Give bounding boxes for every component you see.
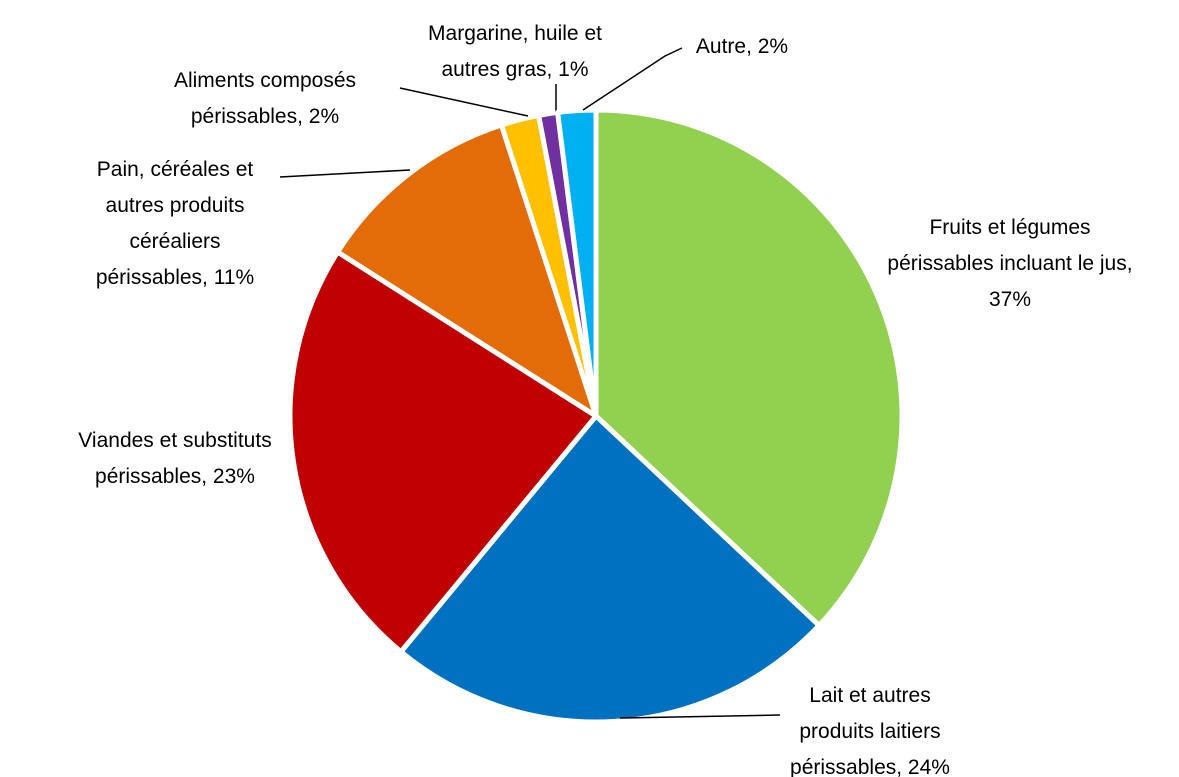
slice-label: Viandes et substituts périssables, 23% bbox=[78, 429, 272, 488]
pie-slice bbox=[555, 107, 599, 419]
slice-label: Margarine, huile et autres gras, 1% bbox=[428, 22, 602, 81]
leader-line bbox=[279, 169, 411, 178]
slice-label: Autre, 2% bbox=[695, 35, 789, 58]
leader-line bbox=[619, 714, 781, 719]
pie-slice bbox=[287, 249, 599, 655]
leader-line bbox=[582, 47, 683, 111]
slice-label: Lait et autres produits laitiers périssa… bbox=[790, 684, 950, 777]
slice-label: Aliments composés périssables, 2% bbox=[173, 69, 357, 128]
pie-slice bbox=[593, 107, 905, 628]
leader-line bbox=[399, 87, 529, 117]
slice-label: Fruits et légumes périssables incluant l… bbox=[887, 216, 1133, 311]
slice-label: Pain, céréales et autres produits céréal… bbox=[95, 158, 255, 289]
pie-slice bbox=[398, 413, 822, 725]
pie-slice bbox=[335, 122, 599, 419]
